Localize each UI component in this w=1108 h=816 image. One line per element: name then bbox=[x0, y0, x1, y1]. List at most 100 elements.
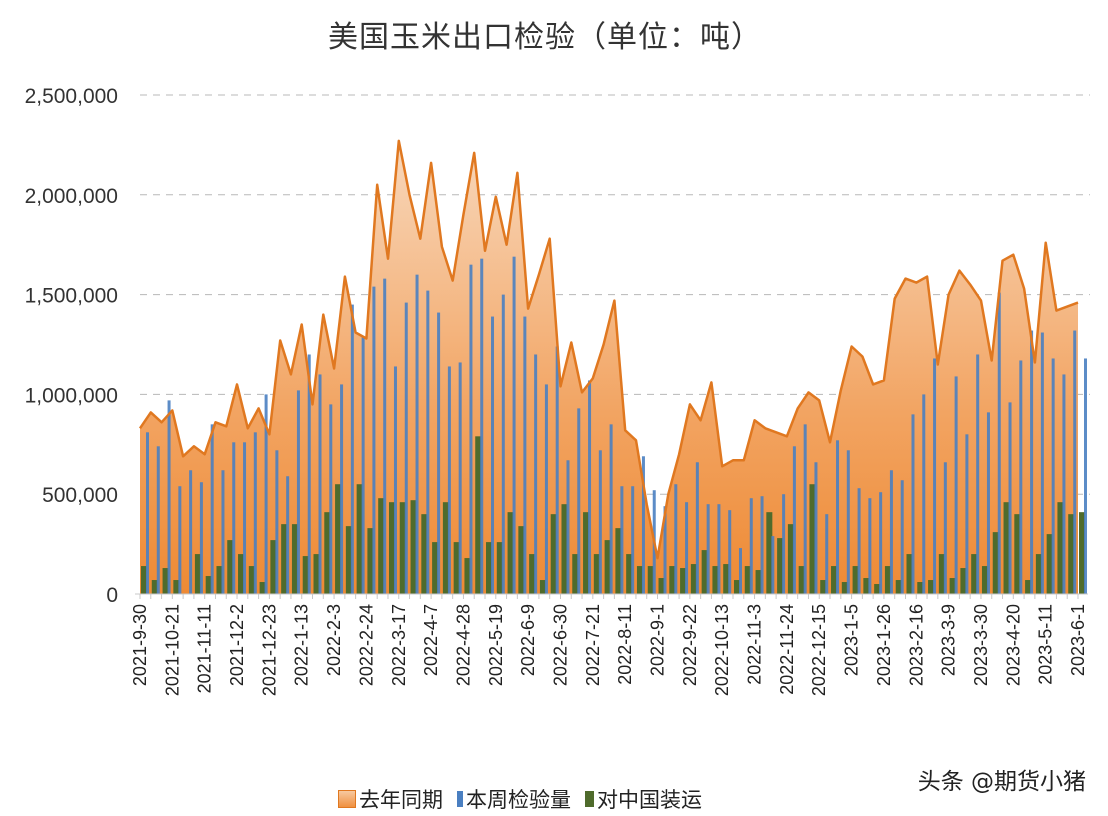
x-tick-label: 2023-3-30 bbox=[971, 604, 991, 686]
bar-weekly-inspection bbox=[825, 514, 829, 594]
bar-china-shipment bbox=[658, 578, 665, 594]
bar-weekly-inspection bbox=[146, 432, 149, 594]
bar-china-shipment bbox=[313, 554, 320, 594]
bar-weekly-inspection bbox=[997, 292, 1001, 594]
bar-china-shipment bbox=[291, 524, 298, 594]
x-tick-label: 2022-11-24 bbox=[777, 604, 797, 695]
bar-china-shipment bbox=[216, 566, 223, 594]
bar-weekly-inspection bbox=[922, 394, 926, 594]
bar-weekly-inspection bbox=[1008, 402, 1012, 594]
bar-china-shipment bbox=[733, 580, 740, 594]
bar-china-shipment bbox=[906, 554, 913, 594]
bar-weekly-inspection bbox=[512, 256, 516, 594]
legend-label: 本周检验量 bbox=[466, 788, 571, 812]
bar-china-shipment bbox=[928, 580, 935, 594]
bar-china-shipment bbox=[820, 580, 827, 594]
bar-weekly-inspection bbox=[221, 470, 225, 594]
bar-china-shipment bbox=[367, 528, 374, 594]
bar-china-shipment bbox=[949, 578, 956, 594]
bar-weekly-inspection bbox=[210, 424, 214, 594]
bar-china-shipment bbox=[561, 504, 568, 594]
bar-china-shipment bbox=[701, 550, 708, 594]
bar-china-shipment bbox=[874, 584, 881, 594]
bar-weekly-inspection bbox=[501, 294, 505, 594]
x-tick-label: 2023-4-20 bbox=[1003, 604, 1023, 686]
bar-china-shipment bbox=[421, 514, 428, 594]
bar-weekly-inspection bbox=[598, 450, 602, 594]
bar-weekly-inspection bbox=[620, 486, 624, 594]
bar-weekly-inspection bbox=[566, 460, 570, 594]
x-tick-label: 2023-1-5 bbox=[842, 604, 862, 676]
bar-china-shipment bbox=[453, 542, 460, 594]
bar-weekly-inspection bbox=[857, 488, 861, 594]
x-tick-label: 2022-2-24 bbox=[356, 604, 376, 686]
bar-weekly-inspection bbox=[534, 354, 538, 594]
bar-china-shipment bbox=[388, 502, 395, 594]
bar-china-shipment bbox=[1035, 554, 1042, 594]
x-tick-label: 2021-12-23 bbox=[259, 604, 279, 696]
bar-weekly-inspection bbox=[243, 442, 247, 594]
legend-swatch-area bbox=[338, 790, 356, 808]
bar-weekly-inspection bbox=[178, 486, 182, 594]
bar-weekly-inspection bbox=[318, 374, 322, 594]
x-tick-label: 2022-9-1 bbox=[648, 604, 668, 676]
legend-item-china-shipment: 对中国装运 bbox=[585, 784, 702, 814]
bar-weekly-inspection bbox=[296, 390, 300, 594]
bar-weekly-inspection bbox=[588, 380, 592, 594]
bar-china-shipment bbox=[194, 554, 201, 594]
bar-china-shipment bbox=[712, 566, 719, 594]
bar-china-shipment bbox=[248, 566, 255, 594]
bar-china-shipment bbox=[507, 512, 514, 594]
bar-china-shipment bbox=[809, 484, 816, 594]
bar-china-shipment bbox=[345, 526, 352, 594]
x-tick-label: 2023-1-26 bbox=[874, 604, 894, 686]
x-tick-label: 2021-10-21 bbox=[162, 604, 182, 696]
bar-china-shipment bbox=[399, 502, 406, 594]
bar-china-shipment bbox=[572, 554, 579, 594]
bar-weekly-inspection bbox=[286, 476, 290, 594]
bar-weekly-inspection bbox=[167, 400, 171, 594]
bar-china-shipment bbox=[151, 580, 158, 594]
x-tick-label: 2022-3-17 bbox=[389, 604, 409, 686]
x-tick-label: 2022-4-7 bbox=[421, 604, 441, 676]
bar-weekly-inspection bbox=[782, 494, 786, 594]
legend-label: 去年同期 bbox=[359, 788, 443, 812]
bar-weekly-inspection bbox=[383, 278, 387, 594]
bar-china-shipment bbox=[475, 436, 482, 594]
bar-china-shipment bbox=[960, 568, 967, 594]
bar-weekly-inspection bbox=[609, 424, 613, 594]
legend: 去年同期 本周检验量 对中国装运 bbox=[338, 784, 702, 814]
bar-china-shipment bbox=[1068, 514, 1075, 594]
bar-weekly-inspection bbox=[544, 384, 548, 594]
x-tick-label: 2022-5-19 bbox=[486, 604, 506, 686]
bar-china-shipment bbox=[173, 580, 180, 594]
bar-china-shipment bbox=[895, 580, 902, 594]
bar-china-shipment bbox=[831, 566, 838, 594]
x-tick-label: 2021-9-30 bbox=[130, 604, 150, 686]
x-tick-label: 2022-1-13 bbox=[292, 604, 312, 686]
bar-weekly-inspection bbox=[189, 470, 193, 594]
bar-weekly-inspection bbox=[889, 470, 893, 594]
bar-china-shipment bbox=[356, 484, 363, 594]
bar-weekly-inspection bbox=[393, 366, 397, 594]
bar-weekly-inspection bbox=[1019, 360, 1023, 594]
x-tick-label: 2022-6-9 bbox=[518, 604, 538, 676]
bar-weekly-inspection bbox=[232, 442, 236, 594]
bar-weekly-inspection bbox=[706, 504, 710, 594]
bar-china-shipment bbox=[1057, 502, 1064, 594]
bar-china-shipment bbox=[723, 564, 730, 594]
bar-weekly-inspection bbox=[685, 502, 689, 594]
y-tick-label: 500,000 bbox=[42, 484, 118, 507]
bar-weekly-inspection bbox=[954, 376, 958, 594]
bar-weekly-inspection bbox=[361, 336, 365, 594]
bar-weekly-inspection bbox=[933, 358, 937, 594]
y-tick-label: 2,500,000 bbox=[25, 85, 118, 108]
bar-china-shipment bbox=[432, 542, 439, 594]
bar-weekly-inspection bbox=[674, 484, 678, 594]
bar-china-shipment bbox=[971, 554, 978, 594]
x-tick-label: 2023-5-11 bbox=[1036, 604, 1056, 685]
x-tick-label: 2021-11-11 bbox=[195, 604, 215, 693]
watermark: 头条 @期货小猪 bbox=[917, 769, 1086, 795]
bar-weekly-inspection bbox=[1062, 374, 1066, 594]
legend-item-last-year: 去年同期 bbox=[338, 784, 443, 814]
